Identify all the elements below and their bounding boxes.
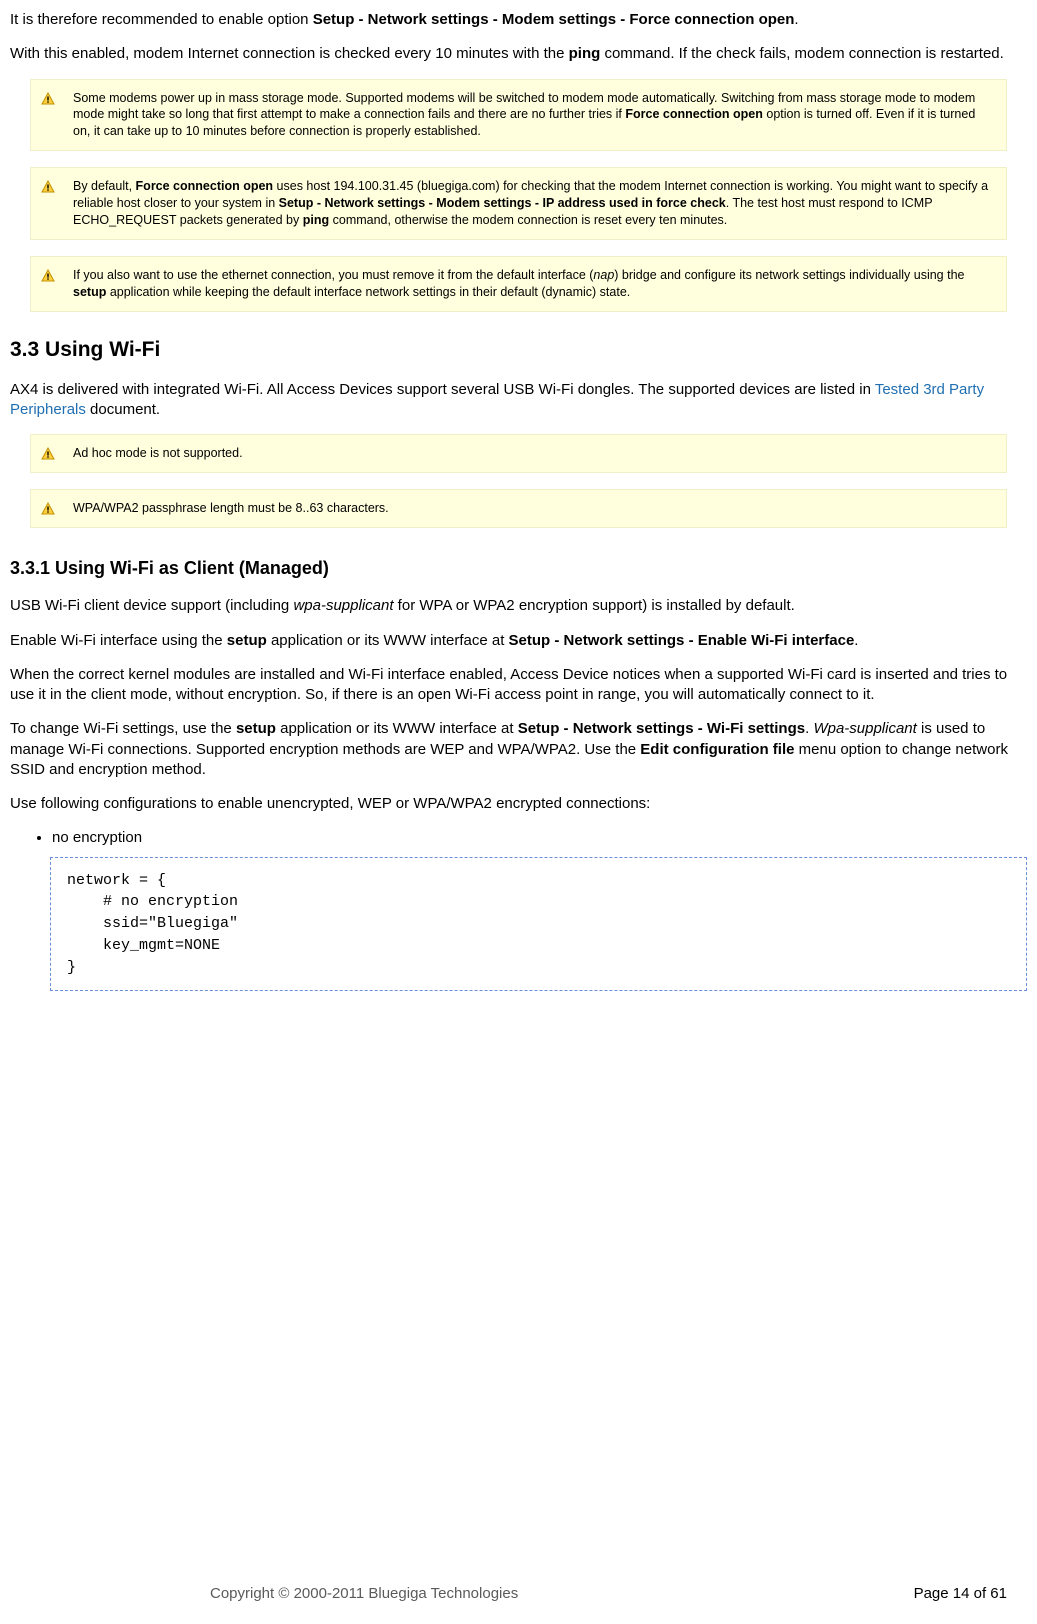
warning-icon bbox=[41, 447, 55, 461]
warning-icon bbox=[41, 92, 55, 106]
paragraph-wifi-intro: AX4 is delivered with integrated Wi-Fi. … bbox=[10, 380, 1027, 421]
paragraph-wpa-supplicant: USB Wi-Fi client device support (includi… bbox=[10, 596, 1027, 616]
paragraph-recommend: It is therefore recommended to enable op… bbox=[10, 10, 1027, 30]
setting-path: Setup - Network settings - Modem setting… bbox=[313, 11, 795, 28]
warning-icon bbox=[41, 502, 55, 516]
paragraph-change-wifi: To change Wi-Fi settings, use the setup … bbox=[10, 719, 1027, 780]
warning-note-mass-storage: Some modems power up in mass storage mod… bbox=[30, 79, 1007, 152]
list-item: no encryption bbox=[52, 828, 1027, 848]
text: . bbox=[794, 11, 798, 28]
note-text: Some modems power up in mass storage mod… bbox=[73, 90, 996, 141]
paragraph-configs: Use following configurations to enable u… bbox=[10, 794, 1027, 814]
note-text: By default, Force connection open uses h… bbox=[73, 178, 996, 229]
paragraph-kernel-modules: When the correct kernel modules are inst… bbox=[10, 665, 1027, 706]
text: It is therefore recommended to enable op… bbox=[10, 11, 313, 28]
text: command. If the check fails, modem conne… bbox=[600, 45, 1004, 62]
note-text: If you also want to use the ethernet con… bbox=[73, 267, 996, 301]
code-block-no-encryption: network = { # no encryption ssid="Bluegi… bbox=[50, 857, 1027, 992]
heading-wifi-client: 3.3.1 Using Wi-Fi as Client (Managed) bbox=[10, 556, 1027, 580]
copyright-text: Copyright © 2000-2011 Bluegiga Technolog… bbox=[210, 1584, 518, 1604]
warning-note-adhoc: Ad hoc mode is not supported. bbox=[30, 434, 1007, 473]
command-ping: ping bbox=[569, 45, 601, 62]
page-footer: Copyright © 2000-2011 Bluegiga Technolog… bbox=[10, 1584, 1027, 1604]
text: With this enabled, modem Internet connec… bbox=[10, 45, 569, 62]
config-list: no encryption bbox=[10, 828, 1027, 848]
paragraph-enable-wifi: Enable Wi-Fi interface using the setup a… bbox=[10, 631, 1027, 651]
page-number: Page 14 of 61 bbox=[914, 1584, 1007, 1604]
paragraph-ping: With this enabled, modem Internet connec… bbox=[10, 44, 1027, 64]
warning-note-force-host: By default, Force connection open uses h… bbox=[30, 167, 1007, 240]
note-text: Ad hoc mode is not supported. bbox=[73, 445, 996, 462]
warning-note-ethernet: If you also want to use the ethernet con… bbox=[30, 256, 1007, 312]
note-text: WPA/WPA2 passphrase length must be 8..63… bbox=[73, 500, 996, 517]
warning-note-passphrase: WPA/WPA2 passphrase length must be 8..63… bbox=[30, 489, 1007, 528]
warning-icon bbox=[41, 269, 55, 283]
warning-icon bbox=[41, 180, 55, 194]
heading-using-wifi: 3.3 Using Wi-Fi bbox=[10, 336, 1027, 364]
